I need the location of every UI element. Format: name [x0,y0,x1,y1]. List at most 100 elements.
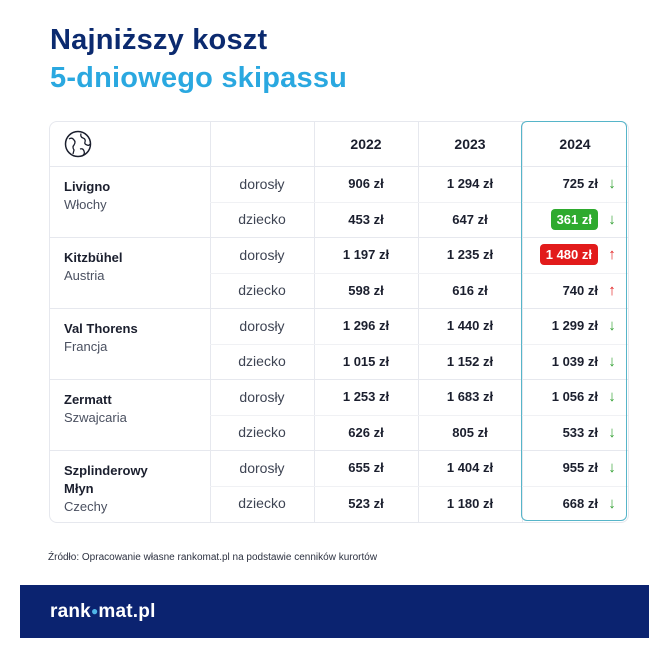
column-divider [210,122,211,522]
ticket-type: dziecko [238,353,286,370]
row-divider [50,237,628,238]
price-2024: 668 zł [562,495,598,511]
price-2024-cell: 740 zł ↑ [522,273,628,309]
price-2024: 1 056 zł [551,389,598,405]
price-2022: 626 zł [348,424,384,440]
row-divider [50,308,628,309]
price-2024-cell: 1 056 zł ↓ [522,379,628,415]
price-2022: 453 zł [348,211,384,227]
price-2023: 1 404 zł [446,460,494,476]
rankomat-logo: rank●mat.pl [50,601,156,622]
price-2023: 647 zł [452,211,488,227]
arrow-down-icon: ↓ [608,317,616,335]
resort-label: Val Thorens Francja [64,320,194,356]
resort-label: Livigno Włochy [64,178,194,214]
arrow-down-icon: ↓ [608,494,616,512]
page-title-line1: Najniższy koszt [50,24,268,56]
price-2022: 1 296 zł [342,318,390,334]
table-row: dorosły 906 zł 1 294 zł 725 zł ↓ [50,166,628,202]
table-row: dziecko 1 015 zł 1 152 zł 1 039 zł ↓ [50,344,628,380]
ticket-type: dorosły [239,175,285,192]
arrow-down-icon: ↓ [608,423,616,441]
ticket-type: dorosły [239,459,285,476]
price-table: 2022 2023 2024 dorosły 906 zł 1 294 zł 725 … [49,121,629,523]
price-2023: 805 zł [452,424,488,440]
ticket-type: dziecko [238,282,286,299]
arrow-down-icon: ↓ [608,388,616,406]
price-2024-cell: 533 zł ↓ [522,415,628,451]
price-2024: 1 480 zł [539,244,598,266]
column-divider [418,122,419,522]
price-2024: 725 zł [562,176,598,192]
price-2024: 955 zł [562,460,598,476]
table-row: dziecko 523 zł 1 180 zł 668 zł ↓ [50,486,628,522]
price-2024: 740 zł [562,282,598,298]
resort-country: Szwajcaria [64,410,127,425]
price-2023: 1 294 zł [446,176,494,192]
table-row: dorosły 1 253 zł 1 683 zł 1 056 zł ↓ [50,379,628,415]
resort-name: Val Thorens [64,321,138,336]
resort-name: Kitzbühel [64,250,123,265]
header-year-2022: 2022 [350,136,382,152]
resort-country: Włochy [64,197,107,212]
price-2024: 1 299 zł [551,318,598,334]
column-divider [314,122,315,522]
price-2022: 1 197 zł [342,247,390,263]
table-row: dziecko 598 zł 616 zł 740 zł ↑ [50,273,628,309]
price-2024-cell: 1 480 zł ↑ [522,237,628,273]
sub-row-divider [210,201,628,203]
table-row: dorosły 655 zł 1 404 zł 955 zł ↓ [50,450,628,486]
arrow-down-icon: ↓ [608,210,616,228]
sub-row-divider [210,414,628,416]
ticket-type: dziecko [238,424,286,441]
price-2023: 616 zł [452,282,488,298]
resort-country: Czechy [64,499,108,514]
resort-name: Szplinderowy Młyn [64,463,148,496]
ticket-type: dorosły [239,246,285,263]
ticket-type: dorosły [239,388,285,405]
arrow-up-icon: ↑ [608,246,616,264]
price-2023: 1 683 zł [446,389,494,405]
price-2022: 1 015 zł [342,353,390,369]
price-2022: 655 zł [348,460,384,476]
table-row: dorosły 1 296 zł 1 440 zł 1 299 zł ↓ [50,308,628,344]
resort-country: Francja [64,339,108,354]
resort-label: Zermatt Szwajcaria [64,391,194,427]
row-divider [50,450,628,451]
resort-country: Austria [64,268,105,283]
price-2024: 533 zł [562,424,598,440]
column-divider [522,122,523,522]
arrow-down-icon: ↓ [608,459,616,477]
table-row: dziecko 453 zł 647 zł 361 zł ↓ [50,202,628,238]
price-2022: 1 253 zł [342,389,390,405]
ticket-type: dziecko [238,495,286,512]
price-2024-cell: 668 zł ↓ [522,486,628,522]
row-divider [50,379,628,380]
sub-row-divider [210,485,628,487]
price-2023: 1 235 zł [446,247,494,263]
resort-label: Szplinderowy Młyn Czechy [64,462,194,516]
table-row: dorosły 1 197 zł 1 235 zł 1 480 zł ↑ [50,237,628,273]
header-year-2023: 2023 [454,136,486,152]
sub-row-divider [210,272,628,274]
price-2024-cell: 361 zł ↓ [522,202,628,238]
globe-icon [50,122,210,166]
ticket-type: dziecko [238,211,286,228]
table-header-row: 2022 2023 2024 [50,122,628,166]
resort-name: Zermatt [64,392,112,407]
source-note: Źródło: Opracowanie własne rankomat.pl n… [48,552,378,563]
row-divider [50,166,628,167]
price-2024-cell: 955 zł ↓ [522,450,628,486]
resort-label: Kitzbühel Austria [64,249,194,285]
table-row: dziecko 626 zł 805 zł 533 zł ↓ [50,415,628,451]
resort-name: Livigno [64,179,111,194]
footer-bar: rank●mat.pl [20,585,649,638]
sub-row-divider [210,343,628,345]
price-2024-cell: 1 039 zł ↓ [522,344,628,380]
arrow-down-icon: ↓ [608,352,616,370]
arrow-down-icon: ↓ [608,175,616,193]
arrow-up-icon: ↑ [608,281,616,299]
price-2023: 1 152 zł [446,353,494,369]
price-2024-cell: 1 299 zł ↓ [522,308,628,344]
price-2024: 1 039 zł [551,353,598,369]
